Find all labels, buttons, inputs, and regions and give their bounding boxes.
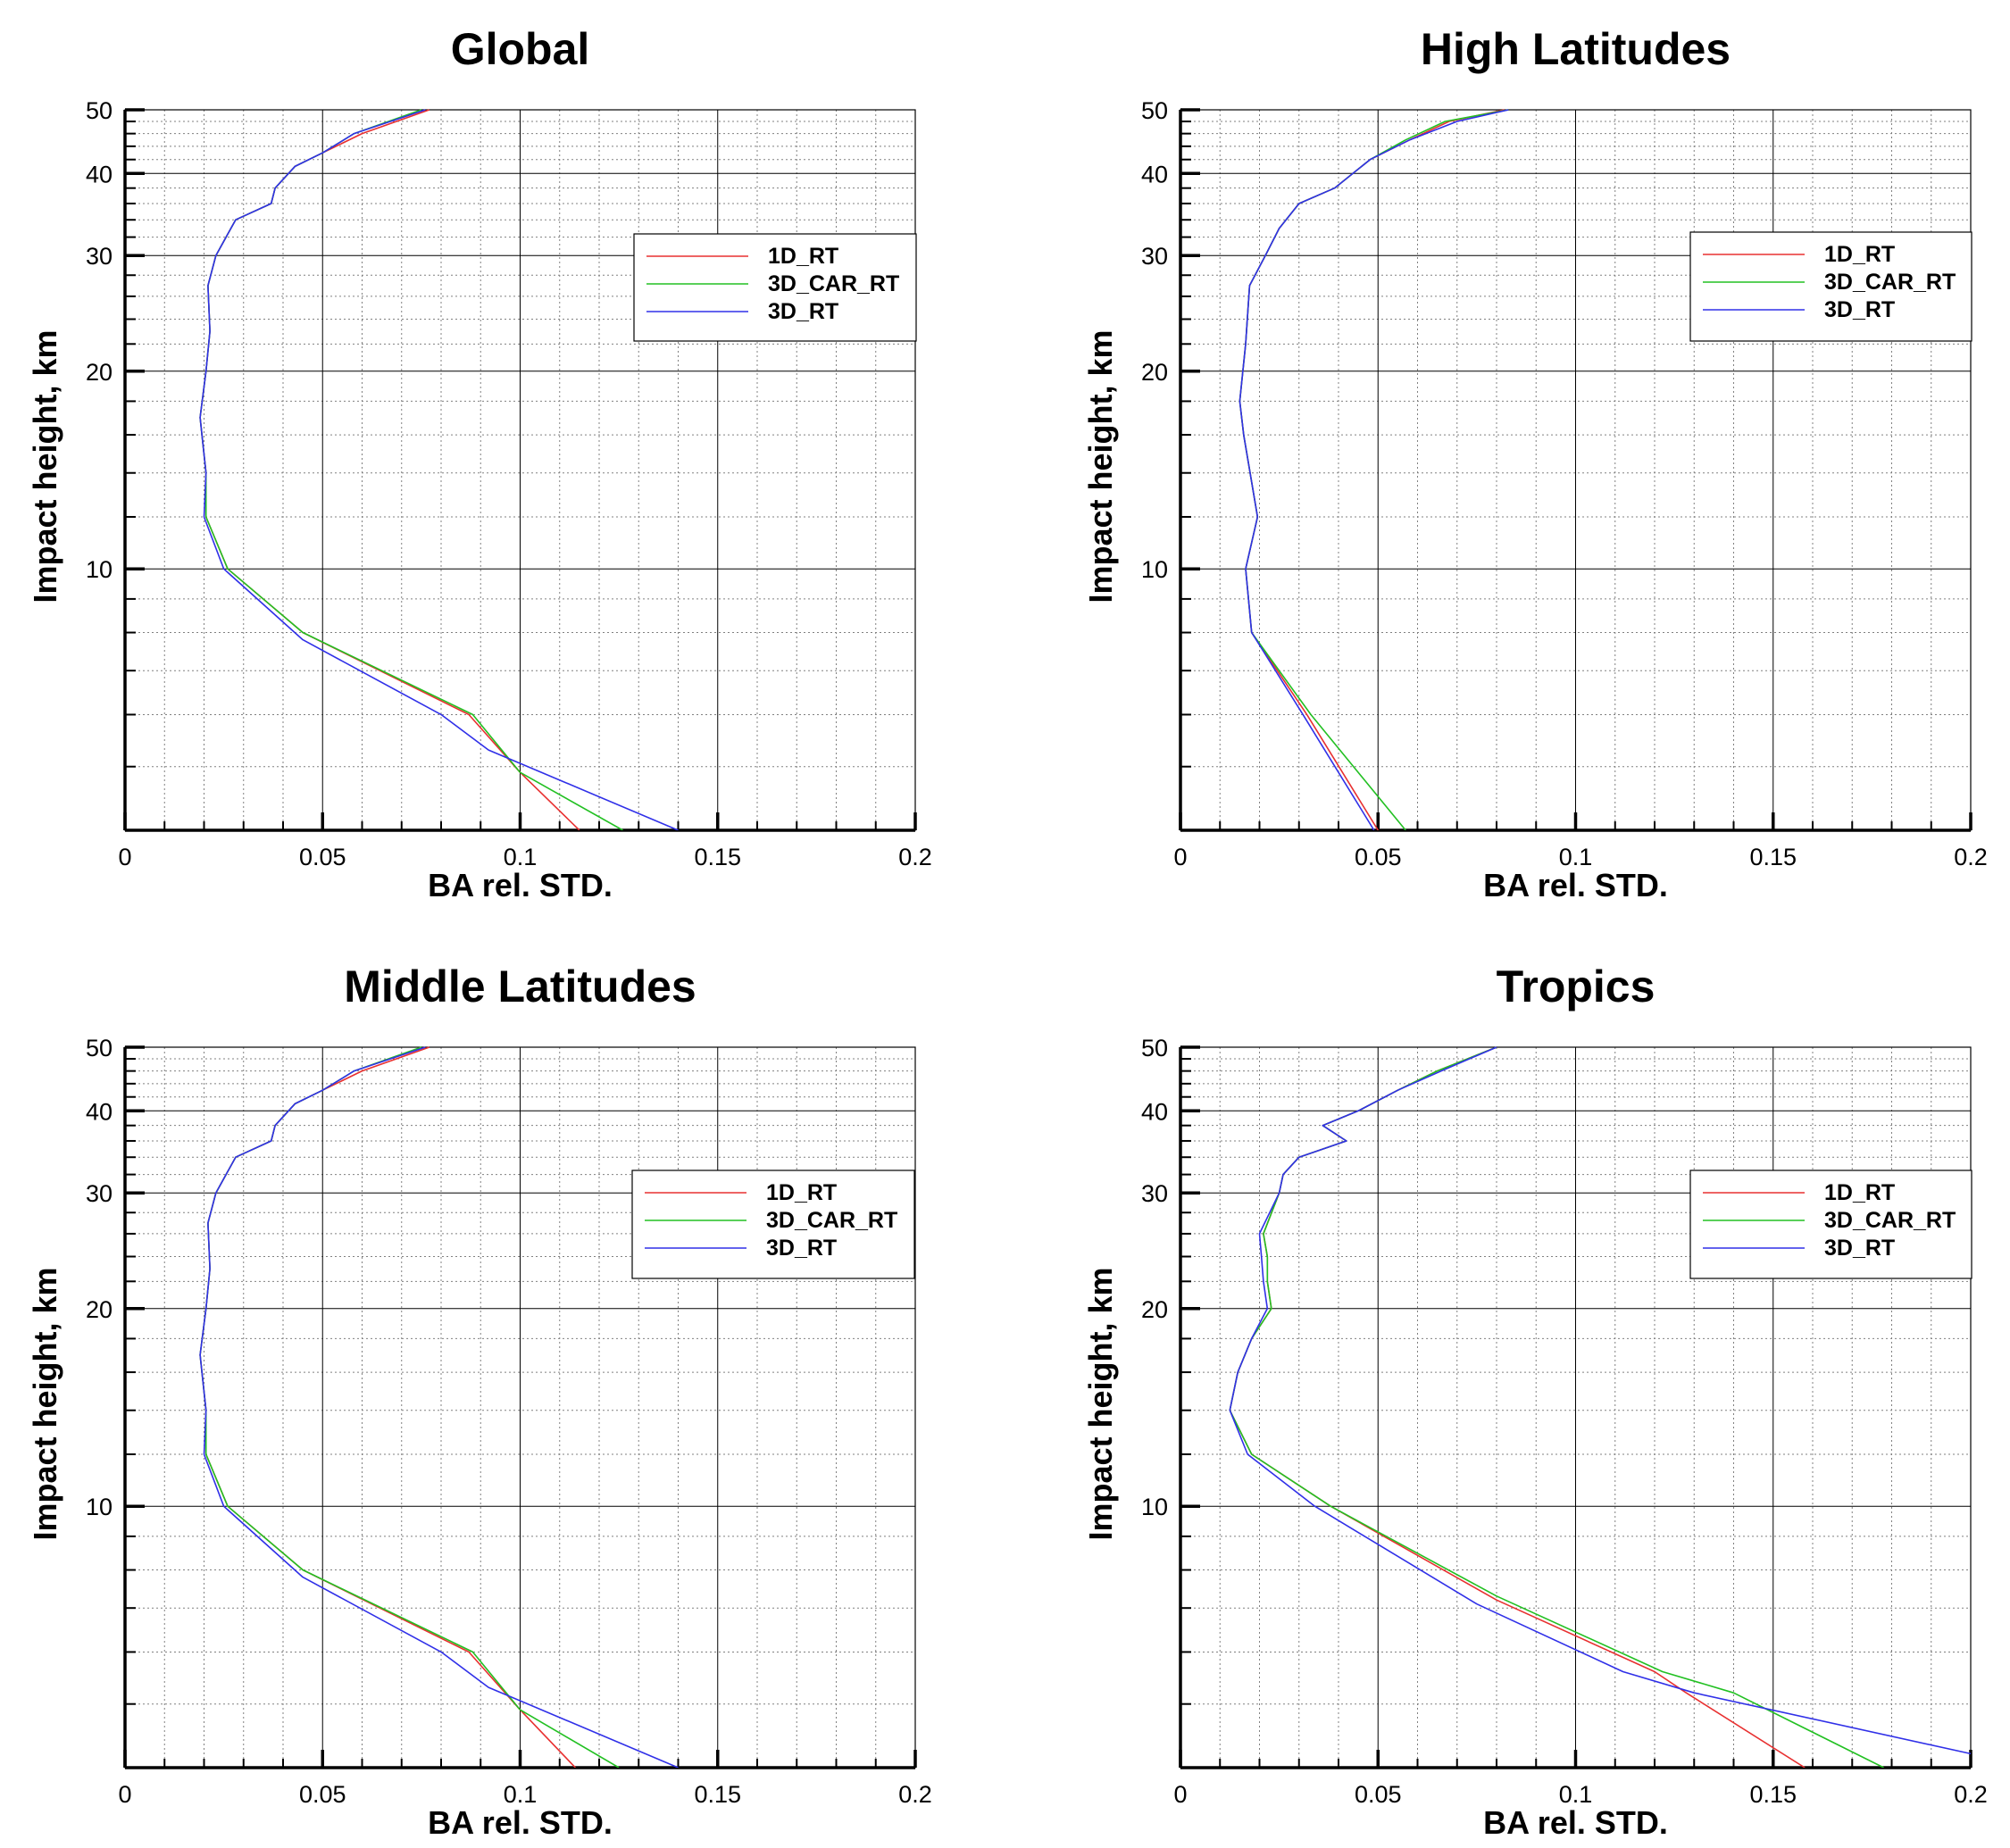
- series-line-1d-rt: [1229, 1046, 1806, 1768]
- y-tick-label: 40: [86, 1098, 113, 1125]
- legend-label: 3D_RT: [1824, 297, 1895, 322]
- series-group: [199, 109, 679, 830]
- x-tick-label: 0.2: [1954, 844, 1988, 870]
- y-tick-label: 20: [86, 359, 113, 386]
- y-tick-label: 40: [1141, 161, 1168, 187]
- legend-label: 1D_RT: [766, 1180, 837, 1205]
- legend-label: 3D_CAR_RT: [768, 271, 899, 296]
- x-tick-label: 0.15: [1749, 844, 1797, 870]
- x-tick-label: 0: [118, 1781, 131, 1808]
- series-line-3d-car-rt: [1229, 1046, 1884, 1768]
- y-tick-label: 10: [1141, 1494, 1168, 1520]
- x-tick-label: 0.1: [504, 1781, 538, 1808]
- series-line-1d-rt: [199, 1046, 576, 1768]
- legend-box: [633, 233, 917, 342]
- x-tick-label: 0.2: [898, 1781, 932, 1808]
- y-tick-label: 20: [86, 1296, 113, 1323]
- series-group: [1239, 109, 1509, 830]
- chart-title: High Latitudes: [1421, 24, 1731, 74]
- y-tick-label: 50: [86, 1035, 113, 1061]
- series-group: [1229, 1046, 1972, 1768]
- x-tick-label: 0.15: [694, 844, 741, 870]
- legend-label: 1D_RT: [768, 244, 838, 269]
- x-tick-label: 0: [118, 844, 131, 870]
- x-tick-label: 0.1: [504, 844, 538, 870]
- y-tick-label: 50: [1141, 1035, 1168, 1061]
- series-line-1d-rt: [1239, 109, 1505, 830]
- legend-label: 3D_RT: [768, 299, 838, 324]
- legend: 1D_RT 3D_CAR_RT 3D_RT: [1689, 1170, 1972, 1279]
- x-tick-label: 0.2: [1954, 1781, 1988, 1808]
- x-tick-label: 0.15: [1749, 1781, 1797, 1808]
- y-axis-title: Impact height, km: [1082, 329, 1119, 603]
- chart-title: Tropics: [1497, 961, 1656, 1011]
- series-line-3d-car-rt: [199, 1046, 620, 1768]
- chart-title: Middle Latitudes: [344, 961, 696, 1011]
- legend-label: 3D_CAR_RT: [1824, 1208, 1956, 1233]
- legend-box: [1689, 1170, 1972, 1279]
- chart-panel-2: 0 0.05 0.1 0.15 0.2 10 20 30 40 50 High Latitudes B…: [1082, 24, 1988, 903]
- series-line-3d-rt: [199, 1046, 679, 1768]
- chart-panel-4: 0 0.05 0.1 0.15 0.2 10 20 30 40 50 Tropics BA rel. …: [1082, 961, 1988, 1841]
- legend-label: 3D_RT: [766, 1236, 837, 1261]
- legend-label: 1D_RT: [1824, 242, 1895, 267]
- y-tick-label: 50: [86, 97, 113, 124]
- x-axis-title: BA rel. STD.: [428, 867, 613, 903]
- series-line-3d-car-rt: [1239, 109, 1509, 830]
- y-tick-label: 20: [1141, 1296, 1168, 1323]
- x-tick-label: 0: [1173, 1781, 1187, 1808]
- x-axis-title: BA rel. STD.: [428, 1804, 613, 1841]
- y-tick-label: 20: [1141, 359, 1168, 386]
- y-tick-label: 10: [86, 556, 113, 583]
- grid: [125, 110, 915, 830]
- x-tick-label: 0.1: [1559, 1781, 1593, 1808]
- grid: [125, 1047, 915, 1768]
- series-group: [199, 1046, 679, 1768]
- legend-box: [631, 1170, 915, 1279]
- y-tick-label: 10: [86, 1494, 113, 1520]
- x-tick-label: 0: [1173, 844, 1187, 870]
- y-axis-title: Impact height, km: [27, 329, 63, 603]
- y-tick-label: 10: [1141, 556, 1168, 583]
- grid: [1180, 110, 1971, 830]
- x-axis-title: BA rel. STD.: [1483, 1804, 1668, 1841]
- y-tick-label: 30: [86, 1180, 113, 1207]
- x-tick-label: 0.05: [1355, 844, 1402, 870]
- legend: 1D_RT 3D_CAR_RT 3D_RT: [631, 1170, 915, 1279]
- series-line-3d-rt: [1229, 1046, 1972, 1755]
- x-axis-title: BA rel. STD.: [1483, 867, 1668, 903]
- x-tick-label: 0.1: [1559, 844, 1593, 870]
- series-line-3d-rt: [199, 109, 679, 830]
- grid: [1180, 1047, 1971, 1768]
- series-line-3d-rt: [1239, 109, 1509, 830]
- y-tick-label: 40: [1141, 1098, 1168, 1125]
- legend-label: 3D_RT: [1824, 1236, 1895, 1261]
- x-tick-label: 0.2: [898, 844, 932, 870]
- y-tick-label: 30: [1141, 243, 1168, 270]
- chart-panel-3: 0 0.05 0.1 0.15 0.2 10 20 30 40 50 Middle Latitude…: [27, 961, 932, 1841]
- x-tick-label: 0.05: [299, 1781, 346, 1808]
- legend-label: 3D_CAR_RT: [766, 1208, 897, 1233]
- y-tick-label: 30: [1141, 1180, 1168, 1207]
- x-tick-label: 0.15: [694, 1781, 741, 1808]
- legend-box: [1689, 231, 1972, 342]
- legend-label: 3D_CAR_RT: [1824, 270, 1956, 295]
- x-tick-label: 0.05: [299, 844, 346, 870]
- chart-panel-1: 0 0.05 0.1 0.15 0.2 10 20 30 40 50 Global BA rel. S…: [27, 24, 932, 903]
- y-tick-label: 40: [86, 161, 113, 187]
- legend-label: 1D_RT: [1824, 1180, 1895, 1205]
- y-axis-title: Impact height, km: [1082, 1267, 1119, 1540]
- y-axis-title: Impact height, km: [27, 1267, 63, 1540]
- chart-title: Global: [451, 24, 590, 74]
- series-line-1d-rt: [199, 109, 580, 830]
- x-tick-label: 0.05: [1355, 1781, 1402, 1808]
- y-tick-label: 30: [86, 243, 113, 270]
- y-tick-label: 50: [1141, 97, 1168, 124]
